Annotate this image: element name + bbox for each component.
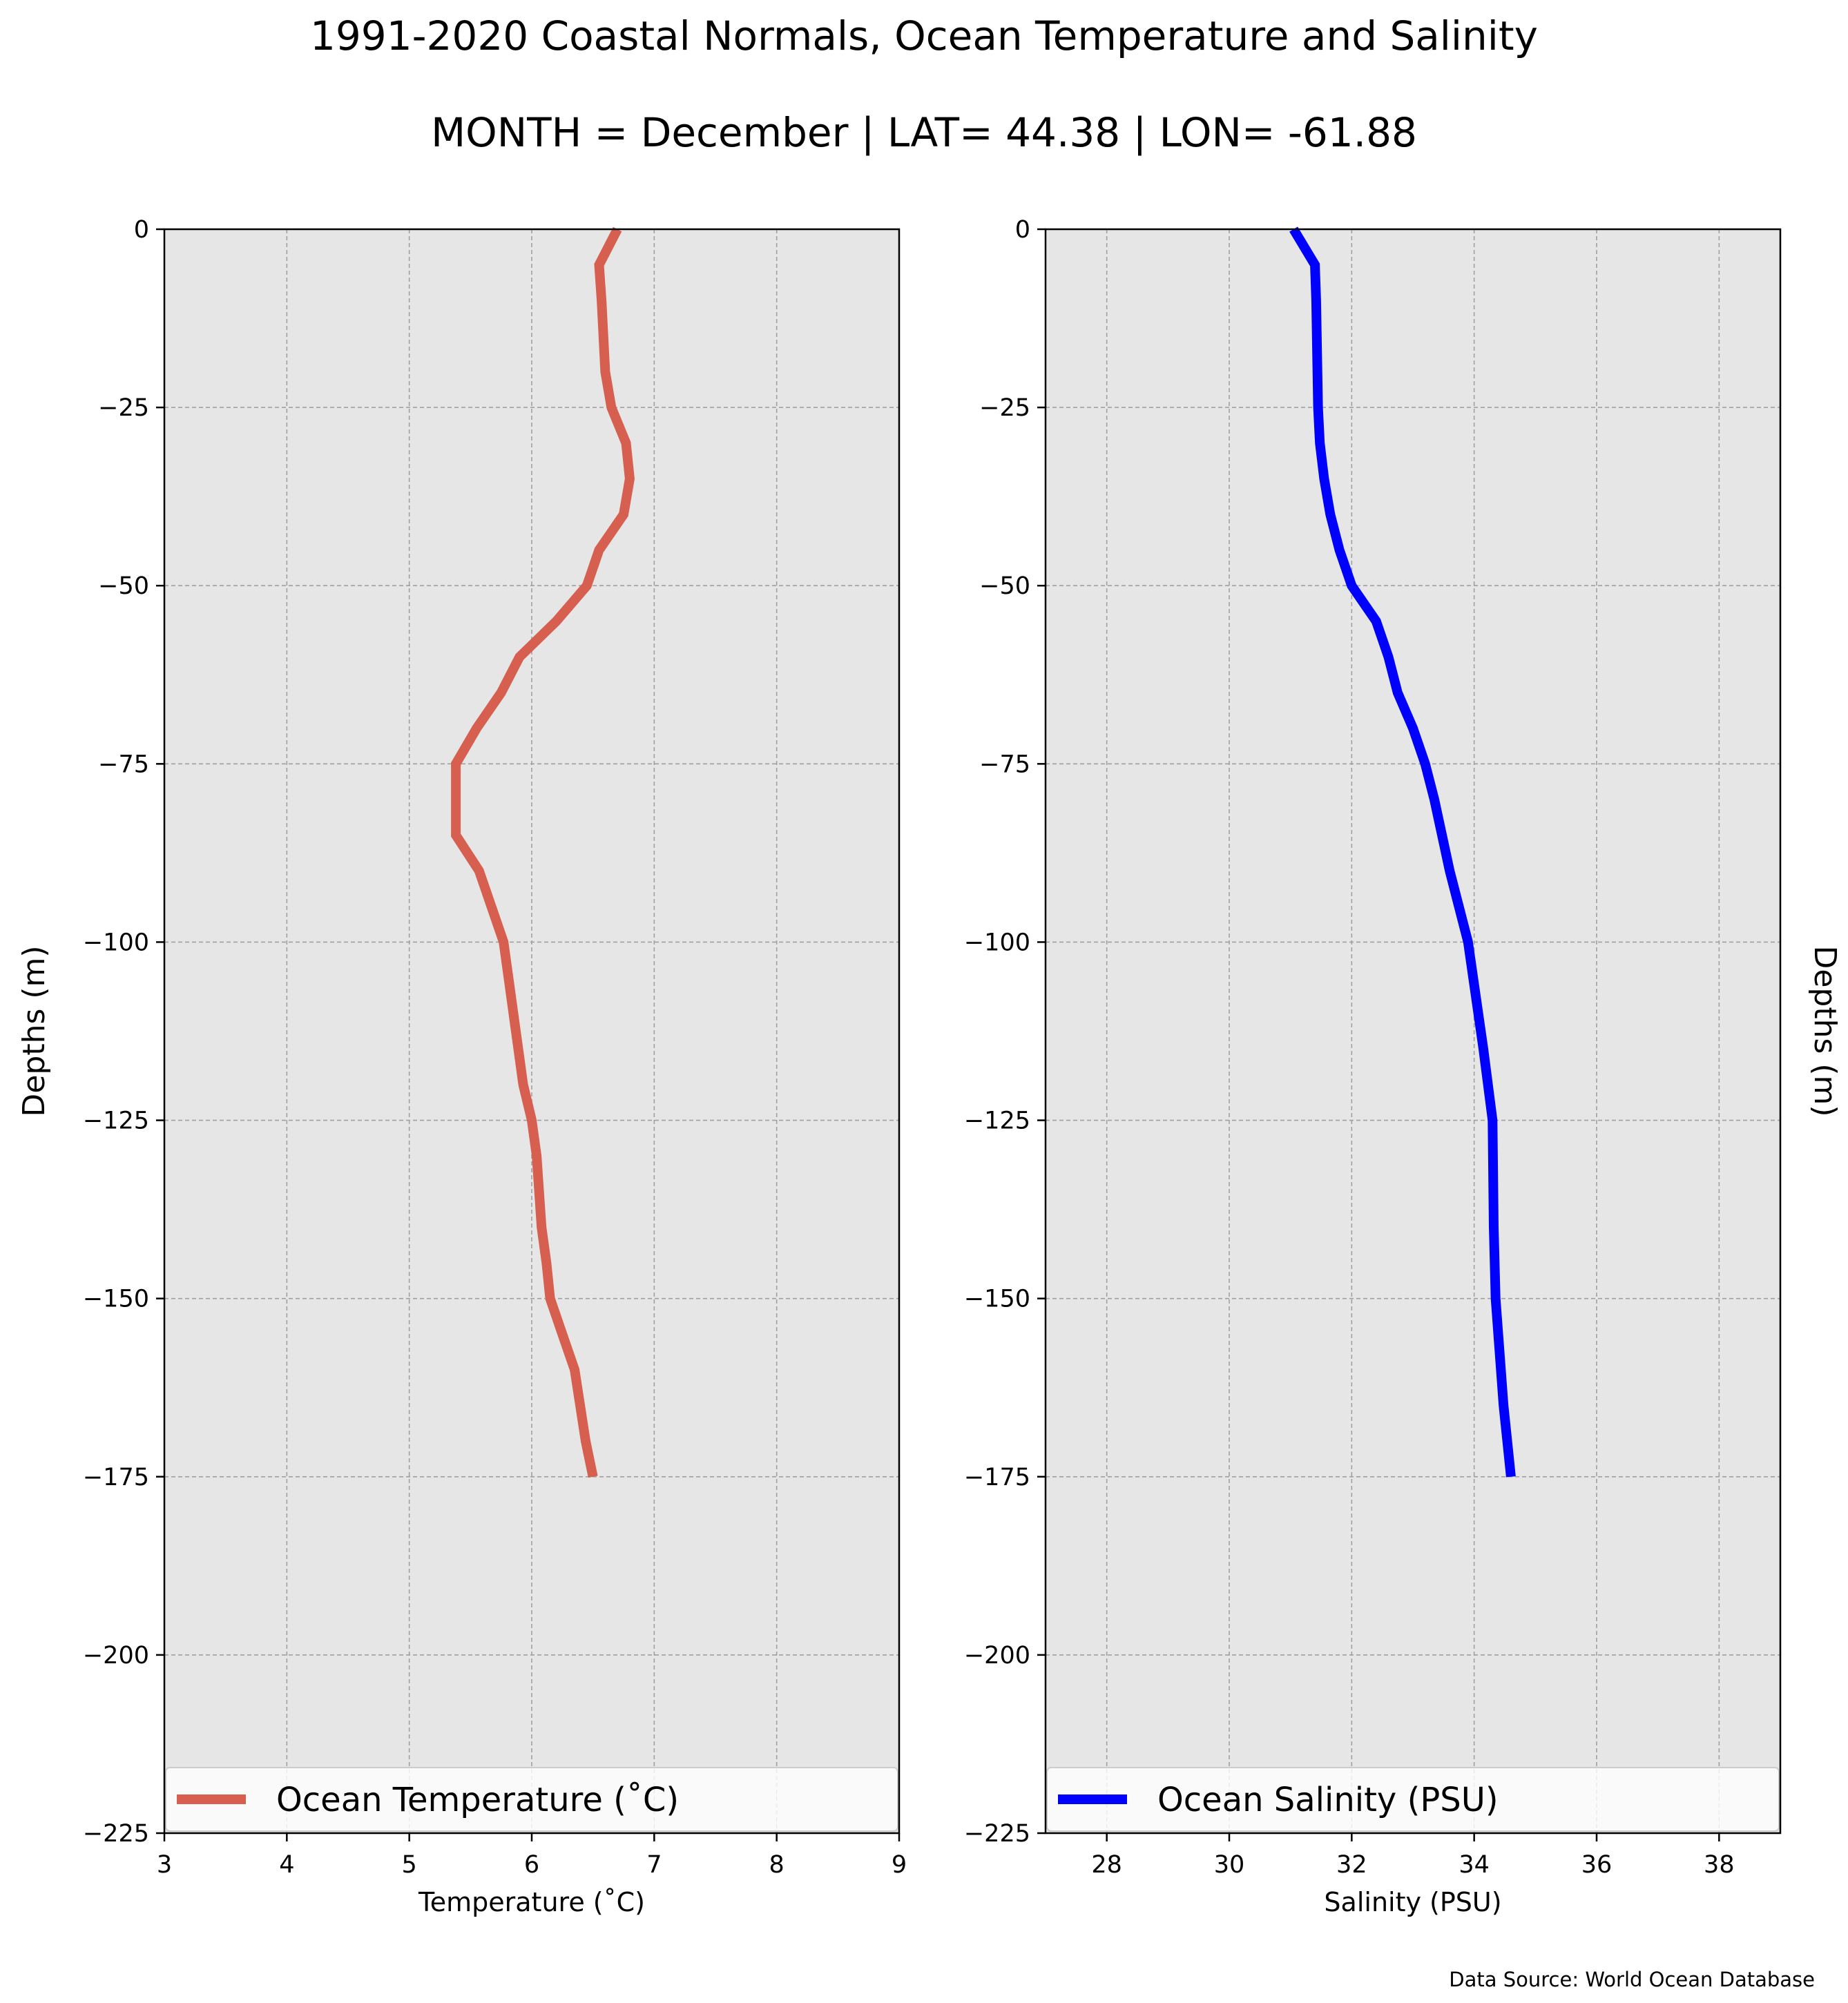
- temperature-x-tick-label: 8: [769, 1851, 785, 1879]
- temperature-panel: Ocean Temperature (˚C) 0 −25 −50 −75 −100 −125…: [17, 216, 907, 1917]
- temperature-legend-box: [165, 1767, 898, 1832]
- salinity-plot-background: [1046, 229, 1780, 1833]
- salinity-series-line: [1289, 226, 1516, 1478]
- salinity-y-tick-label: −125: [964, 1107, 1030, 1135]
- temperature-x-tick-label: 5: [402, 1851, 417, 1879]
- salinity-y-tick-label: −50: [979, 572, 1030, 600]
- temperature-x-tick-label: 4: [279, 1851, 294, 1879]
- salinity-y-tick-label: −75: [979, 751, 1030, 778]
- salinity-x-tick-label: 36: [1581, 1851, 1613, 1879]
- temperature-y-tick-label: −200: [83, 1642, 149, 1670]
- salinity-axes-frame: [1044, 228, 1782, 1835]
- temperature-x-axis-label: Temperature (˚C): [418, 1887, 645, 1917]
- temperature-x-tick-label: 3: [157, 1851, 172, 1879]
- temperature-x-tick-label: 6: [524, 1851, 539, 1879]
- salinity-x-tick-label: 32: [1336, 1851, 1367, 1879]
- temperature-y-tick-label: −100: [83, 929, 149, 956]
- salinity-y-tick-label: −25: [979, 394, 1030, 422]
- temperature-y-tick-label: −125: [83, 1107, 149, 1135]
- temperature-y-tick-label: −225: [83, 1820, 149, 1848]
- salinity-legend-label: Ocean Salinity (PSU): [1157, 1781, 1499, 1819]
- salinity-y-tick-label: −225: [964, 1820, 1030, 1848]
- temperature-y-tick-label: 0: [134, 216, 149, 244]
- salinity-x-tick-label: 30: [1214, 1851, 1245, 1879]
- temperature-y-axis-label: Depths (m): [17, 945, 52, 1116]
- salinity-y-tick-label: 0: [1015, 216, 1030, 244]
- temperature-y-tick-label: −50: [98, 572, 149, 600]
- chart-title: 1991-2020 Coastal Normals, Ocean Tempera…: [310, 12, 1538, 59]
- salinity-y-tick-label: −175: [964, 1464, 1030, 1491]
- salinity-y-axis-label: Depths (m): [1807, 945, 1842, 1116]
- salinity-x-tick-label: 34: [1459, 1851, 1490, 1879]
- salinity-y-tick-label: −150: [964, 1286, 1030, 1313]
- salinity-x-tick-label: 38: [1704, 1851, 1735, 1879]
- data-source-note: Data Source: World Ocean Database: [1449, 1968, 1815, 1991]
- salinity-legend-box: [1046, 1767, 1780, 1832]
- temperature-y-tick-label: −75: [98, 751, 149, 778]
- temperature-x-tick-label: 7: [646, 1851, 662, 1879]
- salinity-y-tick-label: −100: [964, 929, 1030, 956]
- temperature-series-line: [451, 226, 635, 1478]
- salinity-panel: Ocean Salinity (PSU) 0 −25 −50 −75 −100 −125 −1…: [964, 216, 1842, 1917]
- temperature-x-tick-label: 9: [892, 1851, 907, 1879]
- temperature-y-tick-label: −150: [83, 1286, 149, 1313]
- salinity-x-axis-label: Salinity (PSU): [1324, 1887, 1501, 1917]
- salinity-y-tick-label: −200: [964, 1642, 1030, 1670]
- temperature-legend-label: Ocean Temperature (˚C): [276, 1781, 679, 1819]
- temperature-y-tick-label: −175: [83, 1464, 149, 1491]
- chart-subtitle: MONTH = December | LAT= 44.38 | LON= -61…: [431, 109, 1417, 156]
- temperature-y-tick-label: −25: [98, 394, 149, 422]
- salinity-x-tick-label: 28: [1091, 1851, 1122, 1879]
